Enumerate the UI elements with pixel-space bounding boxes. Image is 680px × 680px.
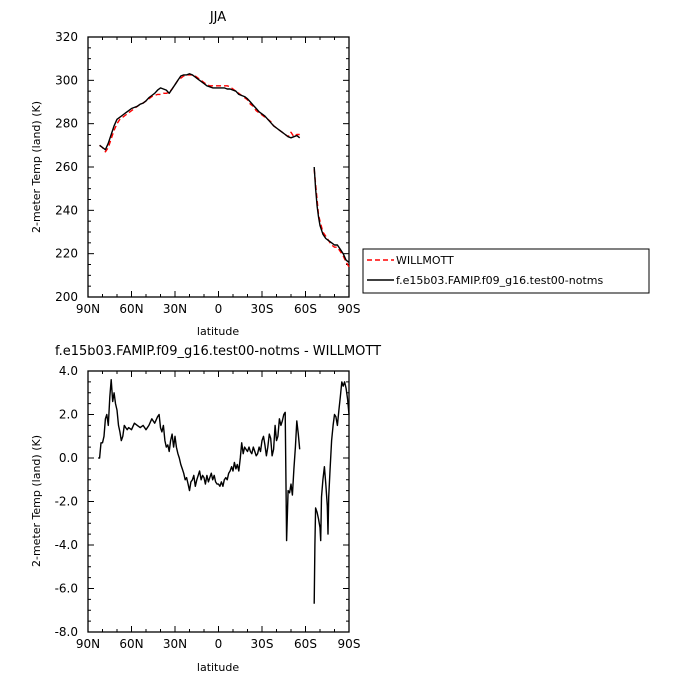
chart-title: f.e15b03.FAMIP.f09_g16.test00-notms - WI… [55, 344, 381, 359]
y-tick-label: 200 [55, 290, 78, 304]
x-tick-label: 0 [215, 302, 223, 316]
y-tick-label: -4.0 [55, 538, 78, 552]
x-tick-label: 30S [251, 637, 274, 651]
x-tick-label: 60S [294, 302, 317, 316]
legend-label-willmott: WILLMOTT [396, 254, 454, 267]
x-tick-label: 60S [294, 637, 317, 651]
legend-label-model: f.e15b03.FAMIP.f09_g16.test00-notms [396, 274, 603, 287]
y-tick-label: -6.0 [55, 582, 78, 596]
x-tick-label: 60N [119, 302, 143, 316]
series-line [99, 73, 301, 151]
series-group [99, 73, 350, 268]
x-tick-label: 90N [76, 637, 100, 651]
y-tick-group: 200 220 240 260 280 300 320 [55, 30, 349, 304]
x-axis-label: latitude [197, 325, 239, 338]
plot-frame [87, 36, 350, 298]
y-tick-label: 280 [55, 117, 78, 131]
x-tick-label: 90S [338, 302, 361, 316]
x-tick-label: 30S [251, 302, 274, 316]
y-tick-label: 300 [55, 73, 78, 87]
y-tick-label: 0.0 [59, 451, 78, 465]
series-line [313, 381, 350, 604]
x-tick-label: 90N [76, 302, 100, 316]
temperature-chart: JJA latitude 2-meter Temp (land) (K) 90N… [30, 10, 360, 338]
y-tick-label: -2.0 [55, 495, 78, 509]
y-tick-label: 2.0 [59, 408, 78, 422]
series-line [99, 74, 300, 153]
y-tick-group: -8.0 -6.0 -4.0 -2.0 0.0 2.0 4.0 [55, 364, 349, 639]
y-tick-label: 240 [55, 203, 78, 217]
chart-title: JJA [209, 10, 226, 25]
x-axis-label: latitude [197, 661, 239, 674]
legend: WILLMOTT f.e15b03.FAMIP.f09_g16.test00-n… [362, 248, 650, 294]
difference-chart: f.e15b03.FAMIP.f09_g16.test00-notms - WI… [30, 344, 381, 674]
y-tick-label: 260 [55, 160, 78, 174]
series-line [98, 379, 301, 542]
y-tick-label: 220 [55, 247, 78, 261]
y-axis-label: 2-meter Temp (land) (K) [30, 101, 43, 233]
plot-frame [87, 370, 350, 633]
series-line [313, 166, 350, 263]
series-line [313, 169, 350, 268]
y-axis-label: 2-meter Temp (land) (K) [30, 435, 43, 567]
x-tick-label: 30N [163, 637, 187, 651]
y-tick-label: 4.0 [59, 364, 78, 378]
legend-box [362, 248, 650, 294]
x-tick-group: 90N 60N 30N 0 30S 60S 90S [76, 37, 361, 316]
x-tick-label: 90S [338, 637, 361, 651]
x-tick-label: 30N [163, 302, 187, 316]
x-tick-label: 60N [119, 637, 143, 651]
x-tick-group: 90N 60N 30N 0 30S 60S 90S [76, 371, 361, 651]
x-tick-label: 0 [215, 637, 223, 651]
series-group [98, 379, 350, 604]
y-tick-label: 320 [55, 30, 78, 44]
y-tick-label: -8.0 [55, 625, 78, 639]
